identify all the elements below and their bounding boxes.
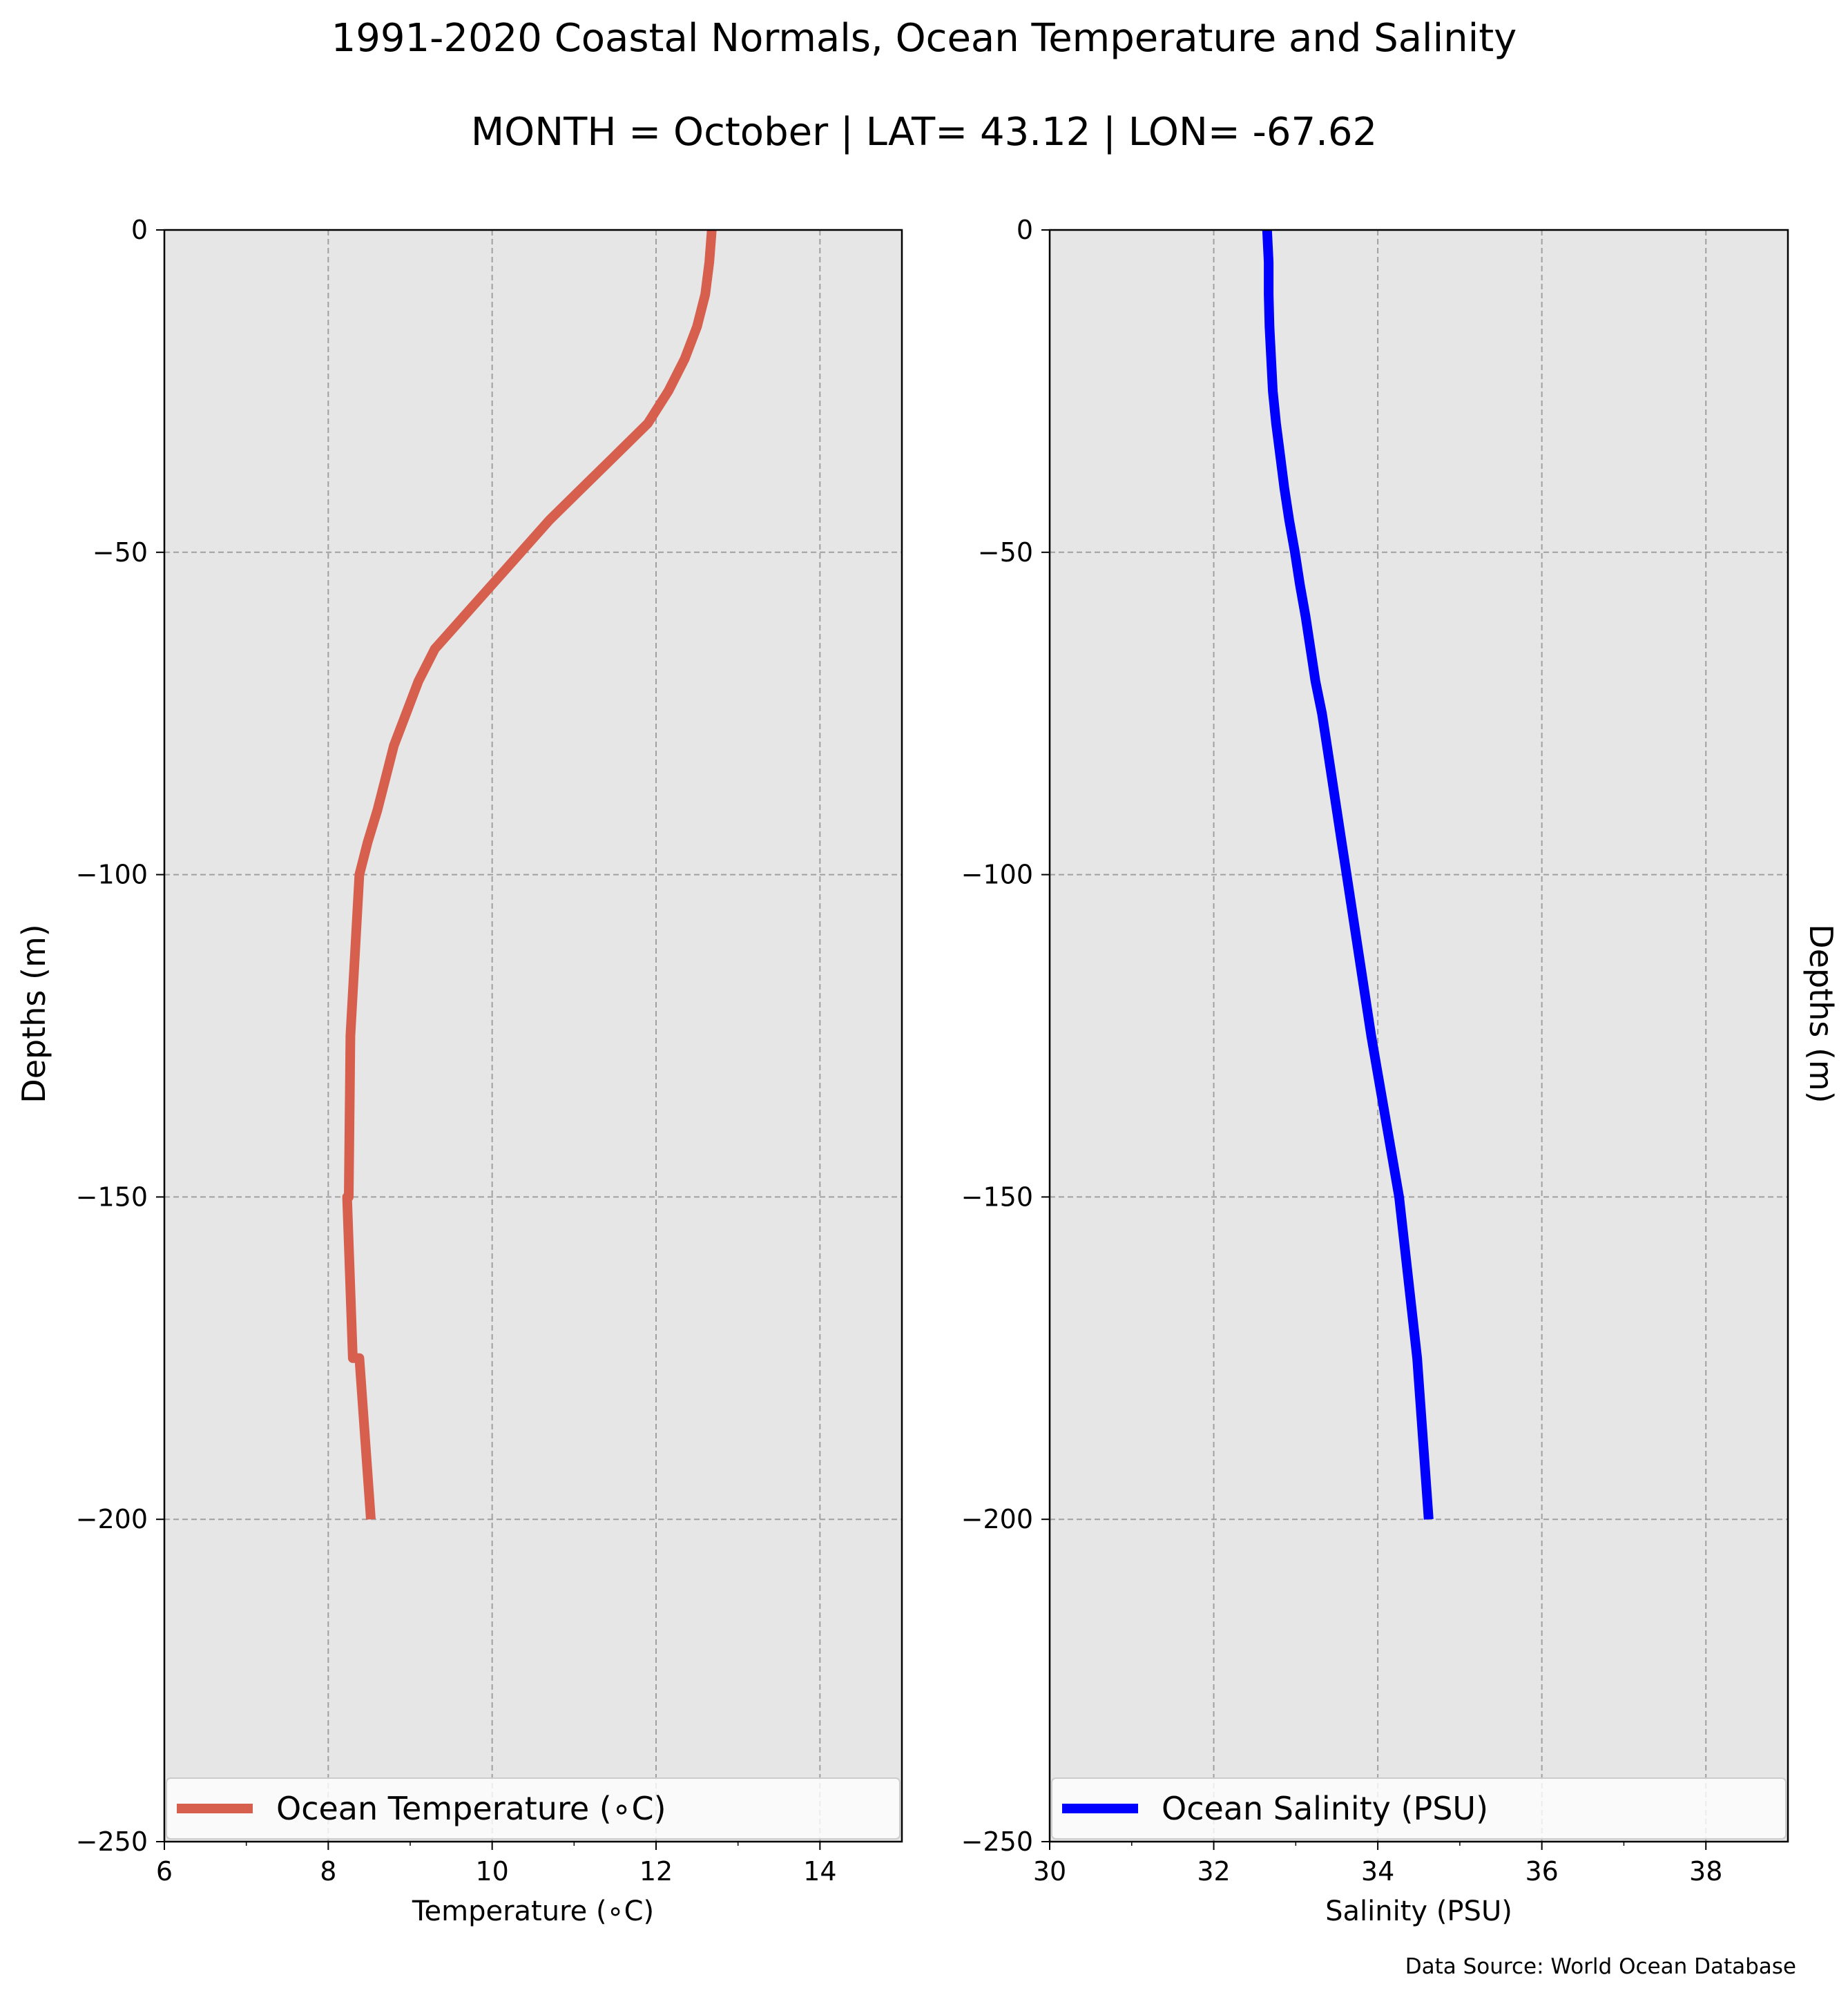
sal-y-tick-label: −200	[961, 1504, 1033, 1534]
sal-plot-frame	[1048, 229, 1789, 1843]
sal-y-tick-label: −250	[961, 1826, 1033, 1857]
sal-series-line	[1262, 229, 1434, 1520]
temp-legend-label: Ocean Temperature (∘C)	[276, 1790, 666, 1827]
sal-x-axis-label: Salinity (PSU)	[1325, 1896, 1512, 1927]
sal-y-tick-label: 0	[1017, 215, 1033, 245]
figure-title: 1991-2020 Coastal Normals, Ocean Tempera…	[331, 16, 1517, 61]
temp-x-tick-label: 10	[475, 1856, 508, 1887]
temp-x-tick-label: 8	[320, 1856, 336, 1887]
temp-y-tick-label: −150	[76, 1182, 148, 1212]
sal-panel: Ocean Salinity (PSU) 30 32 34 36 38 0 −50 −100 −1…	[961, 215, 1789, 1927]
temp-x-tick-label: 12	[639, 1856, 673, 1887]
sal-plot-background	[1050, 230, 1788, 1842]
sal-legend-label: Ocean Salinity (PSU)	[1162, 1790, 1488, 1827]
temp-legend-box	[166, 1777, 901, 1840]
temp-plot-background	[164, 230, 902, 1842]
sal-x-tick-label: 34	[1361, 1856, 1394, 1887]
panels: Ocean Temperature (∘C) 6 8 10 12 14 0 −50 −100 −1…	[76, 215, 1789, 1927]
sal-y-tick-label: −50	[978, 537, 1033, 568]
sal-legend: Ocean Salinity (PSU)	[1051, 1777, 1787, 1840]
temp-series-line	[342, 229, 717, 1520]
temp-y-tick-label: −250	[76, 1826, 148, 1857]
sal-y-tick-label: −150	[961, 1182, 1033, 1212]
sal-x-tick-label: 38	[1689, 1856, 1722, 1887]
sal-x-tick-label: 30	[1033, 1856, 1066, 1887]
temp-panel: Ocean Temperature (∘C) 6 8 10 12 14 0 −50 −100 −1…	[76, 215, 903, 1927]
temp-x-tick-label: 6	[156, 1856, 173, 1887]
temp-y-tick-label: −100	[76, 860, 148, 890]
left-y-axis-label: Depths (m)	[15, 924, 52, 1103]
temp-x-tick-label: 14	[803, 1856, 836, 1887]
temp-x-axis-label: Temperature (∘C)	[412, 1896, 654, 1927]
right-y-axis-label: Depths (m)	[1802, 924, 1840, 1103]
temp-legend: Ocean Temperature (∘C)	[166, 1777, 901, 1840]
sal-x-tick-label: 32	[1197, 1856, 1230, 1887]
sal-legend-box	[1051, 1777, 1787, 1840]
sal-x-tick-label: 36	[1525, 1856, 1558, 1887]
temp-y-tick-label: −50	[93, 537, 148, 568]
data-source-note: Data Source: World Ocean Database	[1405, 1954, 1796, 1979]
sal-y-tick-label: −100	[961, 860, 1033, 890]
temp-plot-frame	[163, 229, 903, 1843]
figure-subtitle: MONTH = October | LAT= 43.12 | LON= -67.…	[471, 110, 1377, 155]
temp-y-tick-label: 0	[131, 215, 148, 245]
temp-y-tick-label: −200	[76, 1504, 148, 1534]
